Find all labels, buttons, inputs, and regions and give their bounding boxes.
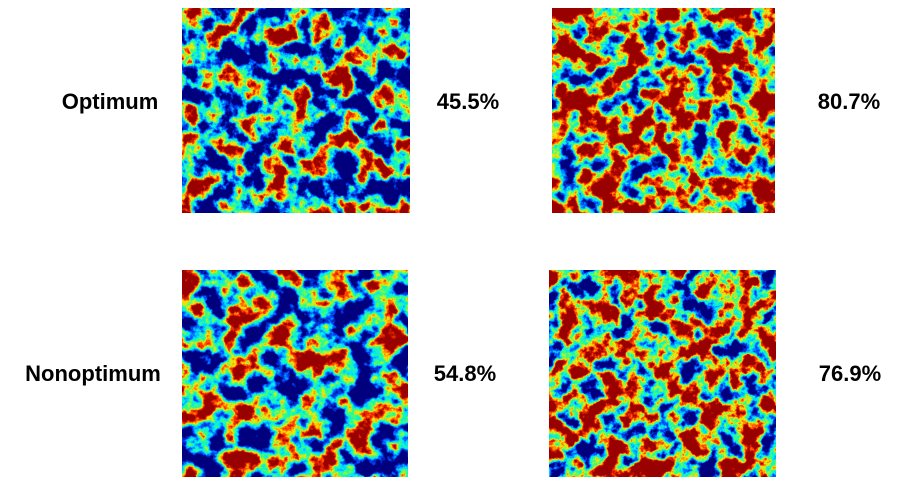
row-label: Optimum (62, 89, 159, 114)
heatmap-image (549, 270, 776, 477)
percentage: 76.9% (819, 361, 881, 386)
percentage: 54.8% (434, 361, 496, 386)
figure: Optimum 45.5% 80.7% Nonoptimum 54.8% 76.… (0, 0, 899, 478)
heatmap-image (182, 270, 408, 477)
heatmap-image (552, 8, 775, 213)
row-label: Nonoptimum (25, 361, 161, 386)
percentage: 80.7% (818, 89, 880, 114)
heatmap-image (182, 8, 410, 213)
percentage: 45.5% (437, 89, 499, 114)
